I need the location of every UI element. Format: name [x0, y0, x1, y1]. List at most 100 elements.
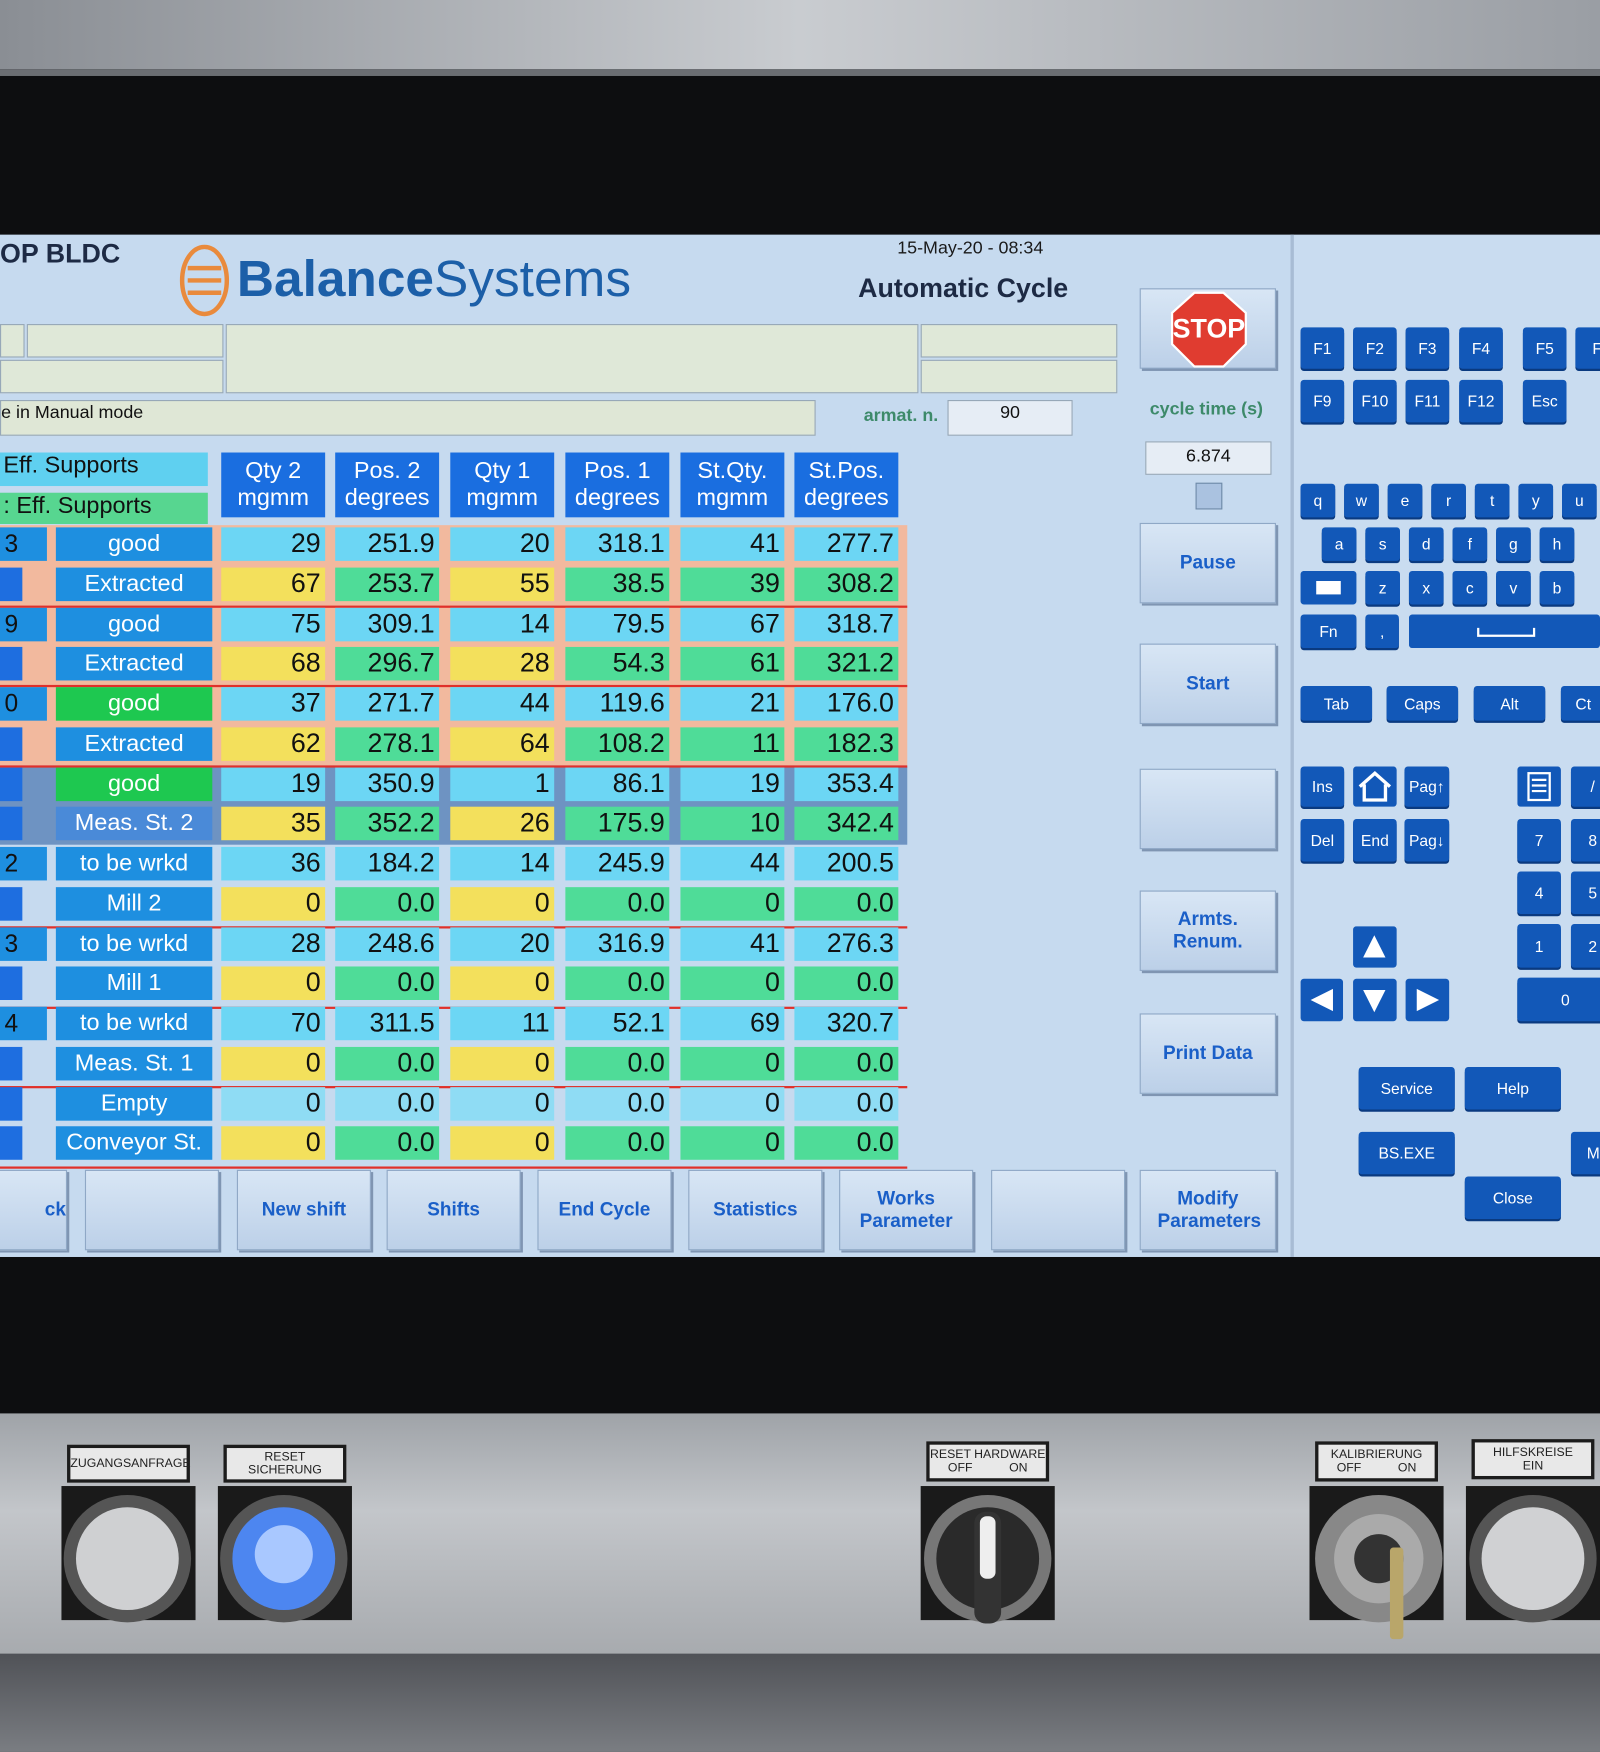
key[interactable]: 0: [1517, 977, 1600, 1022]
key[interactable]: F1: [1300, 327, 1345, 369]
value-cell: 0: [680, 1086, 785, 1121]
key[interactable]: x: [1408, 570, 1444, 605]
key[interactable]: s: [1365, 527, 1401, 561]
input-field[interactable]: [0, 359, 224, 394]
key[interactable]: f: [1452, 527, 1488, 561]
button-label: Statistics: [713, 1198, 798, 1221]
arrow-keys[interactable]: [1300, 926, 1451, 1022]
key[interactable]: 1: [1517, 924, 1561, 968]
key[interactable]: d: [1408, 527, 1444, 561]
key[interactable]: F2: [1353, 327, 1397, 369]
bottom-button[interactable]: Statistics: [688, 1169, 823, 1251]
key[interactable]: 5: [1570, 871, 1600, 914]
side-button[interactable]: Pause: [1139, 522, 1276, 604]
key[interactable]: Tab: [1300, 686, 1373, 721]
key[interactable]: u: [1562, 483, 1597, 518]
key[interactable]: v: [1496, 570, 1531, 605]
key[interactable]: 8: [1570, 818, 1600, 862]
side-button[interactable]: Print Data: [1139, 1013, 1276, 1094]
key[interactable]: g: [1496, 527, 1531, 561]
input-field[interactable]: [225, 324, 919, 394]
stop-button[interactable]: STOP: [1139, 288, 1276, 369]
side-button[interactable]: Armts. Renum.: [1139, 890, 1276, 971]
key[interactable]: z: [1365, 570, 1401, 605]
key[interactable]: F4: [1459, 327, 1503, 369]
input-field[interactable]: [26, 324, 224, 358]
key[interactable]: F12: [1459, 379, 1503, 423]
bottom-button[interactable]: ck: [0, 1169, 68, 1251]
key[interactable]: End: [1353, 818, 1397, 862]
bottom-button[interactable]: Shifts: [386, 1169, 521, 1251]
key[interactable]: F11: [1405, 379, 1450, 423]
side-button[interactable]: [1139, 768, 1276, 850]
key[interactable]: Ins: [1300, 766, 1345, 807]
bottom-button[interactable]: [991, 1169, 1126, 1251]
key[interactable]: 4: [1517, 871, 1561, 914]
key[interactable]: Pag↑: [1404, 766, 1450, 807]
key[interactable]: Ct: [1560, 686, 1600, 721]
key[interactable]: t: [1474, 483, 1510, 518]
bottom-button[interactable]: [84, 1169, 219, 1251]
key[interactable]: Del: [1300, 818, 1345, 862]
status-cell: to be wrkd: [55, 926, 213, 961]
row-group-bg: [0, 525, 908, 766]
space-key[interactable]: [1408, 614, 1600, 649]
key[interactable]: y: [1518, 483, 1554, 518]
key[interactable]: Fn: [1300, 614, 1357, 649]
key[interactable]: c: [1452, 570, 1488, 605]
key[interactable]: Esc: [1522, 379, 1567, 423]
key[interactable]: M: [1570, 1131, 1600, 1175]
switch-label: RESET HARDWARE OFF ON: [926, 1441, 1050, 1482]
bottom-button[interactable]: Works Parameter: [839, 1169, 974, 1251]
brand: BalanceSystems: [237, 248, 631, 308]
side-button[interactable]: Modify Parameters: [1139, 1169, 1276, 1251]
calc-key[interactable]: [1517, 766, 1562, 807]
key[interactable]: Caps: [1386, 686, 1459, 721]
label-line: EIN: [1522, 1459, 1544, 1473]
value-cell: 318.1: [565, 527, 670, 561]
home-key[interactable]: [1353, 766, 1398, 807]
backspace-key[interactable]: [1300, 570, 1358, 605]
armat-value[interactable]: 90: [947, 400, 1073, 436]
key[interactable]: F: [1575, 327, 1600, 369]
value-cell: 119.6: [565, 687, 670, 721]
key[interactable]: Alt: [1473, 686, 1546, 721]
value-cell: 67: [221, 567, 326, 601]
key[interactable]: h: [1539, 527, 1575, 561]
checkbox[interactable]: [1195, 482, 1223, 510]
states: OFF ON: [1318, 1461, 1434, 1474]
header-line: Pos. 1: [584, 458, 651, 484]
key[interactable]: F10: [1353, 379, 1397, 423]
key[interactable]: 7: [1517, 818, 1561, 862]
key[interactable]: F5: [1522, 327, 1567, 369]
key[interactable]: Pag↓: [1404, 818, 1450, 862]
key[interactable]: Service: [1358, 1067, 1455, 1110]
value-cell: 0: [221, 966, 326, 1001]
key[interactable]: a: [1321, 527, 1357, 561]
key[interactable]: e: [1387, 483, 1423, 518]
key[interactable]: Help: [1464, 1067, 1561, 1110]
key[interactable]: q: [1300, 483, 1336, 518]
input-field[interactable]: [0, 324, 25, 358]
key[interactable]: F3: [1405, 327, 1450, 369]
key[interactable]: 2: [1570, 924, 1600, 968]
key[interactable]: BS.EXE: [1358, 1131, 1455, 1175]
key[interactable]: r: [1431, 483, 1466, 518]
button-label: Pause: [1179, 551, 1236, 574]
input-field[interactable]: [920, 359, 1118, 394]
side-button[interactable]: Start: [1139, 643, 1276, 725]
input-field[interactable]: [920, 324, 1118, 358]
key[interactable]: ,: [1365, 614, 1399, 649]
bottom-button[interactable]: End Cycle: [537, 1169, 672, 1251]
key[interactable]: w: [1344, 483, 1379, 518]
key[interactable]: Close: [1464, 1176, 1561, 1219]
value-cell: 175.9: [565, 806, 670, 841]
value-cell: 14: [450, 607, 555, 641]
key[interactable]: /: [1570, 766, 1600, 807]
status-cell: Extracted: [55, 727, 213, 761]
value-cell: 0.0: [335, 886, 440, 921]
bottom-button[interactable]: New shift: [236, 1169, 371, 1251]
key[interactable]: b: [1539, 570, 1575, 605]
key[interactable]: F9: [1300, 379, 1345, 423]
